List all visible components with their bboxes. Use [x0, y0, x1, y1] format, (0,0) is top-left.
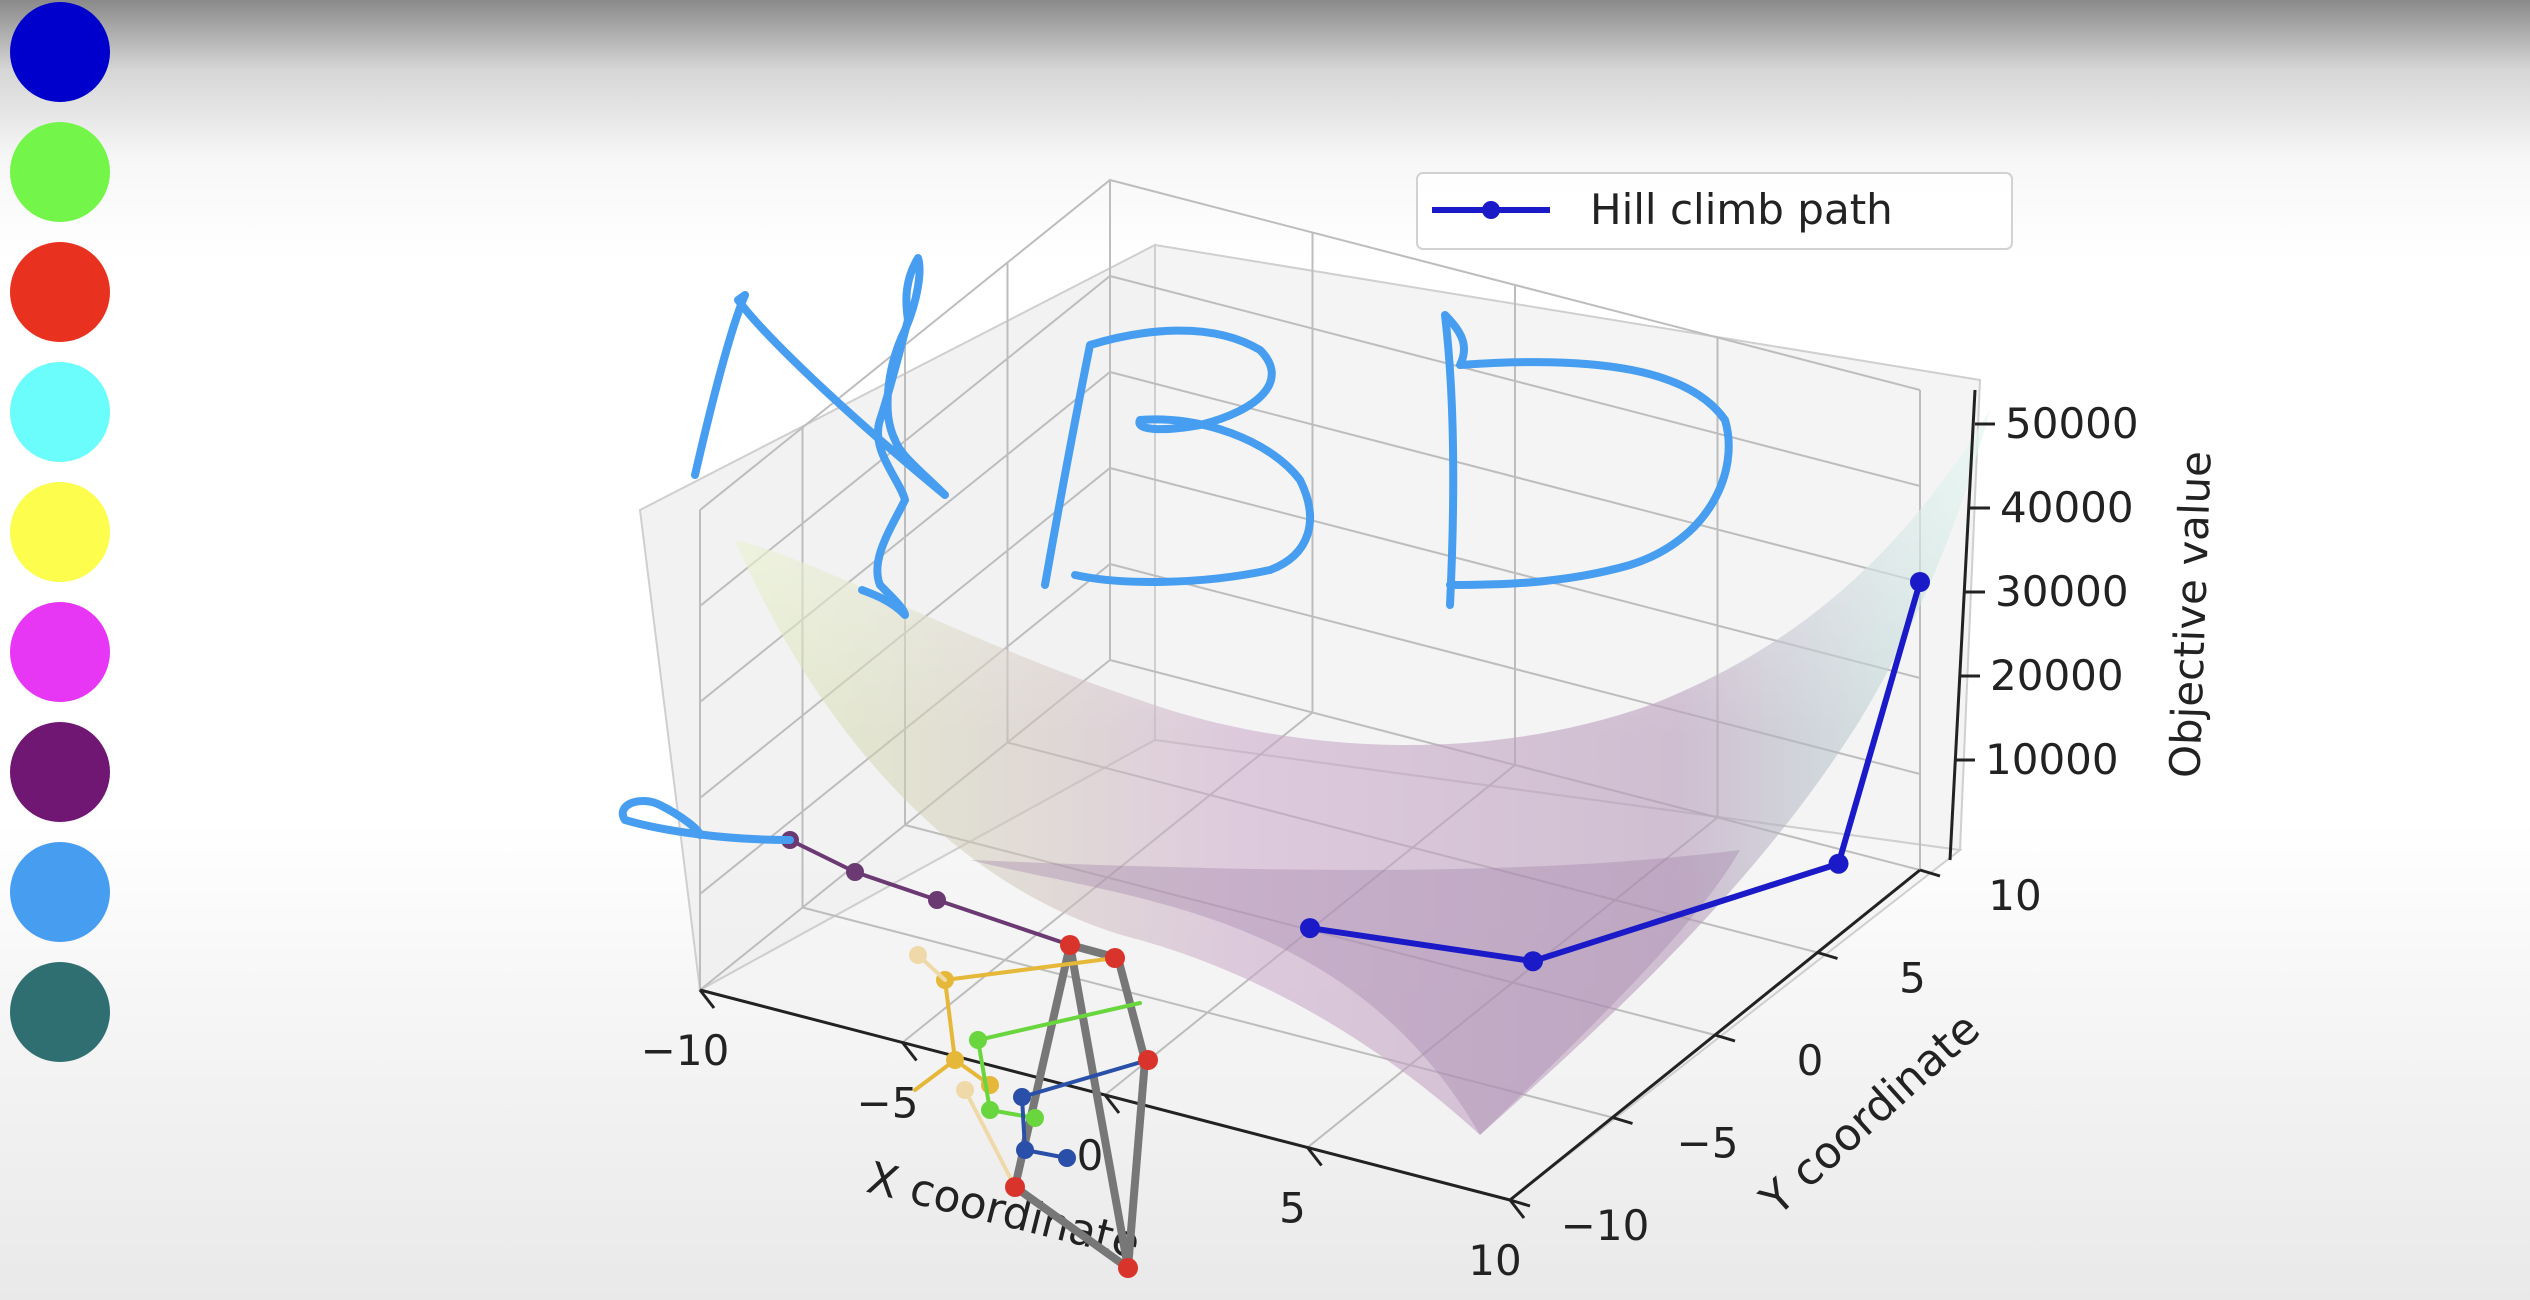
y-tick-label: −10 — [1561, 1201, 1650, 1250]
objective-surface — [735, 410, 1990, 1135]
x-tick-label: 10 — [1468, 1236, 1521, 1285]
y-tick-mark — [1714, 1033, 1736, 1043]
color-swatch[interactable] — [10, 722, 110, 822]
x-tick-mark — [698, 989, 716, 1009]
x-tick-mark — [1306, 1146, 1323, 1167]
x-tick-mark — [901, 1041, 918, 1062]
color-swatch[interactable] — [10, 482, 110, 582]
z-tick-label: 30000 — [1995, 567, 2129, 616]
y-tick-label: 10 — [1988, 871, 2041, 920]
z-tick-label: 20000 — [1990, 651, 2124, 700]
x-tick-mark — [1103, 1094, 1121, 1114]
y-tick-mark — [1509, 1198, 1531, 1208]
color-swatch[interactable] — [10, 842, 110, 942]
color-swatch[interactable] — [10, 962, 110, 1062]
color-swatch[interactable] — [10, 362, 110, 462]
z-tick-label: 50000 — [2005, 399, 2139, 448]
legend: Hill climb path — [1416, 172, 2013, 250]
y-axis-label: Y coordinate — [1750, 1003, 1990, 1226]
path-point — [1910, 572, 1930, 592]
z-tick-label: 10000 — [1985, 735, 2119, 784]
path-point — [1300, 918, 1320, 939]
path-point — [1828, 853, 1849, 874]
y-tick-label: 5 — [1899, 954, 1926, 1003]
color-swatch[interactable] — [10, 2, 110, 102]
y-tick-label: −5 — [1677, 1119, 1739, 1168]
x-tick-label: 0 — [1077, 1131, 1104, 1180]
y-tick-mark — [1817, 951, 1838, 960]
handwritten-hbd-annotation — [618, 254, 1733, 844]
axis-ticks: −10 −5 0 5 10 −10 −5 0 5 10 10000 20000 30000 40000 50… — [641, 399, 2139, 1285]
y-tick-mark — [1612, 1116, 1633, 1125]
gridline-z — [699, 274, 1921, 607]
legend-label: Hill climb path — [1590, 185, 1893, 234]
color-swatch[interactable] — [10, 122, 110, 222]
legend-marker — [1482, 201, 1500, 219]
x-tick-label: −5 — [857, 1079, 919, 1128]
x-tick-label: −10 — [641, 1026, 730, 1075]
z-axis-label: Objective value — [2160, 450, 2220, 779]
path-point — [1523, 951, 1543, 972]
color-palette — [10, 0, 122, 1070]
y-tick-label: 0 — [1797, 1036, 1824, 1085]
x-tick-label: 5 — [1279, 1184, 1306, 1233]
z-tick-label: 40000 — [2000, 483, 2134, 532]
path-line — [1309, 581, 1923, 965]
gridline-z — [699, 562, 1921, 895]
y-tick-mark — [1919, 868, 1941, 878]
x-tick-mark — [1508, 1199, 1526, 1219]
hill-climb-path — [1300, 572, 1930, 972]
color-swatch[interactable] — [10, 602, 110, 702]
color-swatch[interactable] — [10, 242, 110, 342]
legend-box — [1416, 172, 2013, 250]
